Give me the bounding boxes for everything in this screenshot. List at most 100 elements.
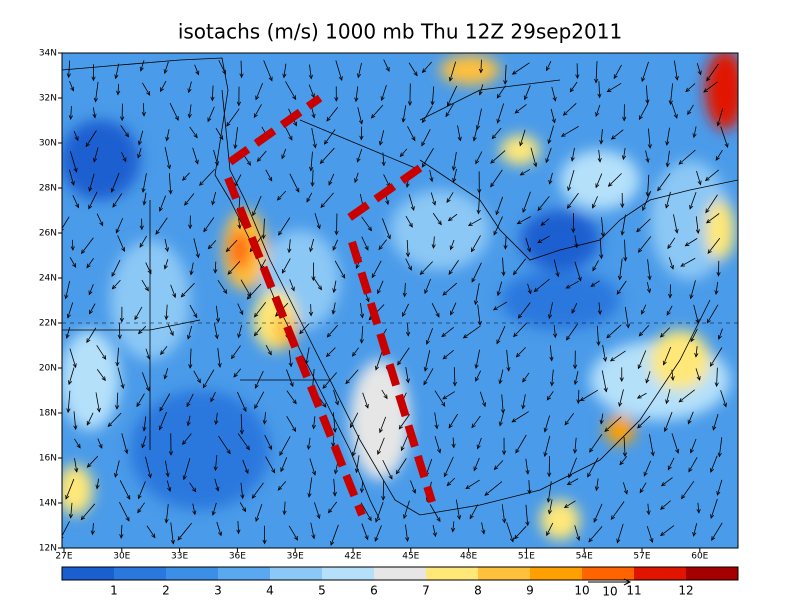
wind-arrow — [327, 324, 339, 338]
wind-arrowhead — [75, 203, 79, 209]
wind-arrow — [647, 259, 651, 280]
wind-arrow — [257, 150, 267, 162]
wind-arrow — [606, 324, 622, 339]
wind-arrow — [285, 81, 297, 100]
wind-arrowhead — [364, 245, 369, 251]
wind-arrowhead — [227, 270, 232, 275]
dashed-line — [348, 240, 436, 504]
wind-arrowhead — [533, 287, 539, 293]
wind-arrowhead — [262, 419, 267, 425]
wind-arrowhead — [452, 177, 457, 183]
wind-arrowhead — [478, 68, 484, 74]
wind-arrowhead — [724, 143, 729, 148]
wind-arrowhead — [638, 115, 643, 121]
wind-arrowhead — [311, 470, 316, 476]
wind-arrow — [240, 413, 243, 434]
wind-arrow — [170, 284, 176, 298]
wind-arrow — [537, 196, 550, 211]
wind-arrow — [182, 172, 190, 181]
wind-arrowhead — [443, 472, 448, 478]
wind-arrow — [202, 369, 215, 388]
wind-arrow — [544, 435, 551, 457]
wind-arrowhead — [573, 380, 578, 386]
wind-arrowhead — [214, 161, 219, 166]
coastline — [221, 89, 711, 516]
wind-arrowhead — [517, 314, 523, 319]
wind-arrowhead — [623, 489, 628, 495]
wind-arrowhead — [334, 97, 339, 102]
wind-arrowhead — [385, 200, 390, 206]
wind-arrowhead — [239, 73, 244, 79]
wind-arrowhead — [523, 95, 528, 101]
wind-arrow — [553, 325, 556, 338]
wind-arrow — [696, 170, 701, 185]
wind-arrow — [511, 411, 529, 423]
wind-arrowhead — [537, 206, 542, 212]
wind-arrow — [397, 347, 410, 365]
wind-arrow — [194, 64, 199, 75]
wind-arrow — [687, 104, 694, 115]
wind-arrow — [592, 260, 599, 271]
lon-label: 57E — [633, 552, 650, 562]
wind-arrowhead — [471, 423, 476, 429]
wind-arrow — [537, 235, 550, 244]
wind-arrow — [452, 521, 455, 532]
wind-arrowhead — [405, 537, 410, 542]
wind-arrow — [165, 504, 169, 523]
wind-arrowhead — [594, 486, 600, 492]
wind-arrow — [432, 212, 442, 225]
wind-arrowhead — [688, 467, 693, 473]
wind-arrowhead — [451, 527, 456, 533]
wind-arrowhead — [124, 132, 129, 138]
wind-arrowhead — [592, 203, 596, 209]
wind-arrowhead — [714, 382, 719, 388]
wind-arrowhead — [637, 423, 642, 429]
wind-arrowhead — [647, 275, 652, 281]
wind-arrowhead — [547, 139, 552, 145]
wind-arrow — [720, 390, 727, 407]
wind-arrowhead — [692, 133, 697, 139]
wind-arrowhead — [429, 177, 434, 183]
wind-arrow — [479, 391, 486, 407]
wind-arrow — [446, 477, 456, 486]
wind-arrowhead — [673, 114, 678, 119]
wind-arrowhead — [410, 206, 415, 211]
wind-arrow — [696, 63, 702, 75]
wind-arrow — [141, 436, 147, 448]
wind-arrowhead — [292, 95, 297, 101]
wind-arrowhead — [246, 161, 252, 166]
colorbar-label: 1 — [110, 584, 118, 598]
wind-arrowhead — [182, 475, 187, 481]
wind-arrow — [92, 107, 96, 118]
wind-arrowhead — [145, 386, 150, 392]
wind-arrow — [664, 411, 673, 432]
wind-arrow — [703, 81, 718, 93]
wind-arrow — [164, 147, 171, 169]
wind-arrow — [501, 394, 504, 414]
wind-arrowhead — [331, 309, 336, 315]
wind-arrow — [240, 60, 243, 78]
wind-arrowhead — [158, 206, 163, 212]
wind-arrow — [377, 437, 385, 455]
wind-arrowhead — [293, 121, 297, 127]
wind-arrowhead — [395, 469, 401, 475]
wind-arrowhead — [76, 443, 81, 449]
wind-arrow — [218, 435, 231, 454]
wind-arrow — [382, 152, 385, 166]
wind-arrow — [381, 84, 387, 101]
wind-arrow — [666, 150, 670, 167]
wind-arrow — [142, 372, 150, 391]
wind-arrowhead — [332, 428, 337, 433]
wind-arrowhead — [662, 360, 667, 366]
wind-arrowhead — [687, 110, 692, 116]
wind-arrowhead — [717, 452, 722, 458]
wind-arrowhead — [716, 272, 721, 277]
wind-arrowhead — [674, 75, 679, 81]
wind-arrow — [512, 62, 530, 75]
wind-arrow — [216, 521, 222, 536]
wind-arrowhead — [421, 141, 426, 147]
wind-arrowhead — [136, 402, 141, 408]
wind-arrow — [424, 350, 431, 372]
wind-arrow — [453, 367, 456, 386]
